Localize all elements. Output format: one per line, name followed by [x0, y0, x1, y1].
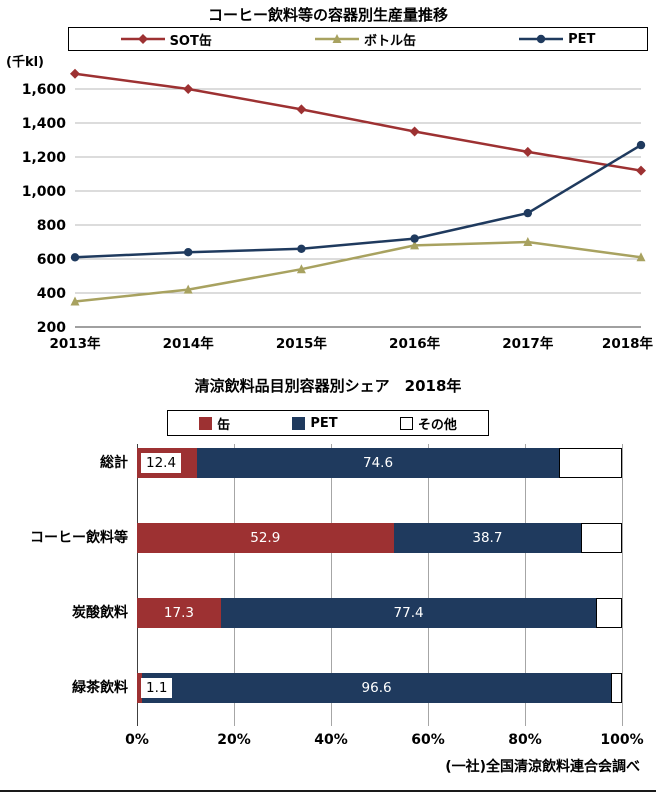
- svg-text:1,000: 1,000: [22, 184, 67, 200]
- bar-segment-other: [596, 598, 622, 628]
- svg-text:800: 800: [37, 218, 66, 234]
- legend-item: ボトル缶: [314, 30, 416, 49]
- gridline: [137, 444, 138, 726]
- svg-text:2015年: 2015年: [276, 335, 328, 352]
- category-label: 総計: [100, 455, 128, 471]
- svg-text:2014年: 2014年: [163, 335, 215, 352]
- bar-segment-other: [610, 673, 622, 703]
- legend-item: PET: [519, 32, 595, 47]
- legend-swatch-icon: [199, 416, 213, 430]
- svg-text:2018年: 2018年: [602, 335, 654, 352]
- bar-value-label: 74.6: [362, 455, 394, 471]
- legend-item: その他: [399, 414, 457, 433]
- bar-segment-pet: 74.6: [197, 448, 559, 478]
- gridline: [525, 444, 526, 726]
- legend-label: PET: [568, 31, 596, 47]
- legend-item: 缶: [199, 414, 230, 433]
- bar-segment-pet: 38.7: [393, 523, 582, 553]
- bar-segment-other: [558, 448, 622, 478]
- x-tick-label: 60%: [411, 732, 445, 748]
- bar-value-label: 12.4: [141, 453, 182, 473]
- svg-text:2016年: 2016年: [389, 335, 441, 352]
- line-chart-legend: SOT缶 ボトル缶 PET: [68, 27, 648, 51]
- line-chart-title: コーヒー飲料等の容器別生産量推移: [207, 6, 448, 24]
- x-tick-label: 100%: [600, 732, 644, 748]
- svg-text:1,400: 1,400: [22, 116, 67, 132]
- bar-value-label: 52.9: [250, 530, 281, 546]
- bar-segment-can: 52.9: [137, 523, 394, 553]
- legend-label: ボトル缶: [363, 33, 416, 49]
- bar-segment-pet: 77.4: [220, 598, 597, 628]
- bar-chart-title: 清涼飲料品目別容器別シェア 2018年: [194, 377, 462, 395]
- category-label: 炭酸飲料: [72, 605, 128, 621]
- bar-segment-pet: 96.6: [142, 673, 611, 703]
- bar-value-label: 38.7: [472, 530, 503, 546]
- x-axis-labels: 2013年 2014年 2015年 2016年 2017年 2018年: [49, 335, 653, 352]
- legend-item: SOT缶: [120, 30, 212, 49]
- legend-swatch-icon: [292, 416, 306, 430]
- svg-text:2017年: 2017年: [502, 335, 554, 352]
- x-tick-label: 80%: [508, 732, 542, 748]
- bar-value-label: 96.6: [361, 680, 392, 696]
- triangle-marker-icon: [314, 34, 359, 43]
- series-PET: [70, 140, 646, 262]
- legend-swatch-icon: [399, 416, 413, 430]
- x-tick-label: 40%: [314, 732, 348, 748]
- source-note: (一社)全国清涼飲料連合会調べ: [445, 759, 640, 775]
- gridline: [331, 444, 332, 726]
- bar-value-label: 1.1: [141, 678, 173, 698]
- bar-value-label: 77.4: [393, 605, 424, 621]
- bar-chart-legend: 缶 PET その他: [167, 410, 489, 436]
- gridline: [234, 444, 235, 726]
- category-label: コーヒー飲料等: [30, 530, 128, 546]
- svg-text:1,600: 1,600: [22, 82, 67, 98]
- bar-segment-can: [137, 673, 143, 703]
- gridline: [428, 444, 429, 726]
- svg-text:600: 600: [37, 252, 66, 268]
- y-axis-unit-label: (千kl): [6, 55, 44, 70]
- legend-label: PET: [310, 415, 338, 431]
- legend-label: その他: [417, 417, 457, 433]
- svg-text:200: 200: [37, 320, 66, 336]
- bar-segment-other: [581, 523, 622, 553]
- legend-item: PET: [292, 415, 338, 431]
- svg-text:400: 400: [37, 286, 66, 302]
- circle-marker-icon: [519, 34, 564, 44]
- x-tick-label: 20%: [217, 732, 251, 748]
- legend-label: SOT缶: [169, 33, 212, 49]
- svg-text:2013年: 2013年: [49, 335, 101, 352]
- bar-value-label: 17.3: [163, 605, 194, 621]
- diamond-marker-icon: [120, 34, 165, 44]
- gridline: [622, 444, 623, 726]
- svg-text:1,200: 1,200: [22, 150, 67, 166]
- series-ボトル缶: [70, 237, 646, 306]
- chart-bottom-border: [0, 790, 656, 792]
- bar-segment-can: 17.3: [137, 598, 221, 628]
- x-tick-label: 0%: [125, 732, 149, 748]
- series-SOT缶: [70, 68, 646, 176]
- legend-label: 缶: [217, 417, 231, 433]
- category-label: 緑茶飲料: [72, 680, 128, 696]
- gridlines-and-axes: 1,600 1,400 1,200 1,000 800 600 400 200: [22, 82, 641, 336]
